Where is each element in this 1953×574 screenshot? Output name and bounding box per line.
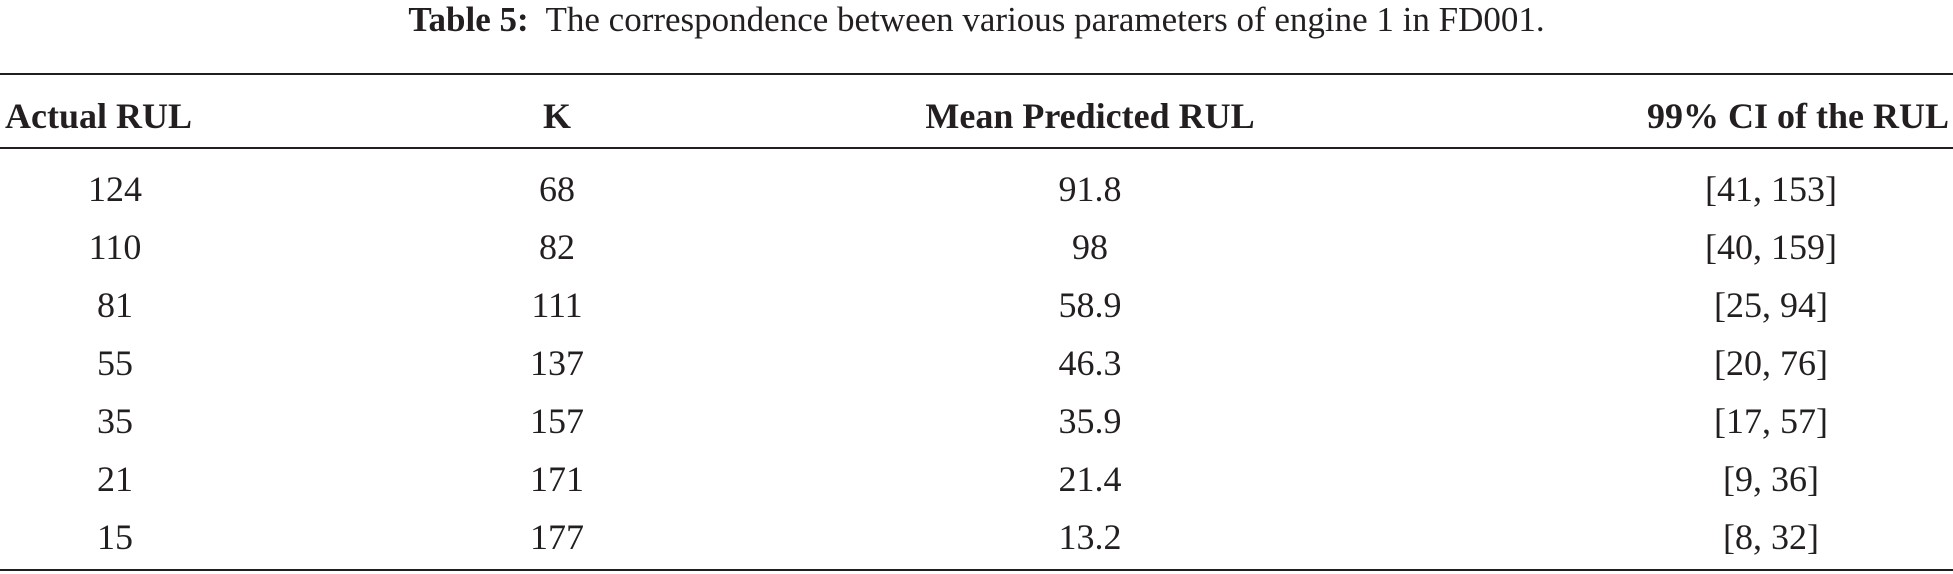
table-cell: 35.9 [1058,401,1122,441]
header-cell: 99% CI of the RUL [1647,96,1949,136]
table-cell: [41, 153] [1705,169,1837,209]
table-cell: 111 [531,285,583,325]
top-rule [0,73,1953,75]
table-cell: 58.9 [1058,285,1122,325]
table-cell: 137 [530,343,584,383]
header-rule [0,147,1953,149]
table-cell: [25, 94] [1714,285,1828,325]
caption-label: Table 5: [408,0,529,39]
bottom-rule [0,569,1953,571]
table-cell: 82 [539,227,575,267]
table-cell: 13.2 [1058,517,1122,557]
table-cell: [40, 159] [1705,227,1837,267]
table-cell: 81 [97,285,133,325]
table-cell: 15 [97,517,133,557]
table-cell: [9, 36] [1723,459,1819,499]
table-cell: 21 [97,459,133,499]
header-cell: Mean Predicted RUL [925,96,1255,136]
table-cell: 124 [88,169,142,209]
table-cell: [20, 76] [1714,343,1828,383]
header-cell: Actual RUL [5,96,192,136]
table-cell: 91.8 [1058,169,1122,209]
table-cell: [17, 57] [1714,401,1828,441]
table-cell: 177 [530,517,584,557]
caption: Table 5: The correspondence between vari… [0,0,1953,40]
table-cell: 68 [539,169,575,209]
table-cell: 110 [88,227,142,267]
table-cell: 98 [1072,227,1108,267]
table-cell: [8, 32] [1723,517,1819,557]
header-cell: K [542,96,572,136]
table-cell: 55 [97,343,133,383]
table-cell: 157 [530,401,584,441]
table-cell: 35 [97,401,133,441]
table-cell: 21.4 [1058,459,1122,499]
caption-text: The correspondence between various param… [545,0,1545,39]
table-cell: 171 [530,459,584,499]
table-cell: 46.3 [1058,343,1122,383]
